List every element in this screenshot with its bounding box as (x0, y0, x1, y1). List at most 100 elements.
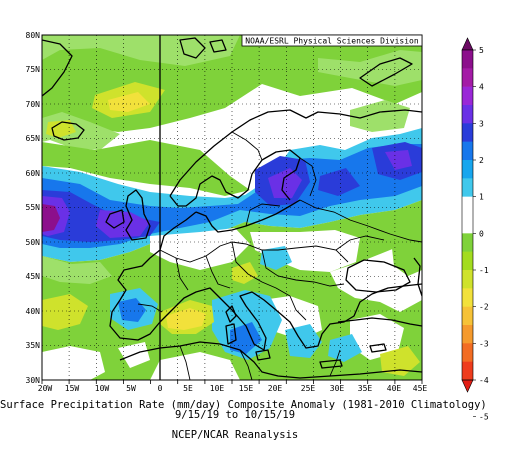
lon-label: 5E (183, 384, 193, 393)
colorbar-segment (462, 343, 473, 362)
lat-label: 30N (26, 376, 41, 385)
lon-label: 20E (268, 384, 283, 393)
lat-label: 60N (26, 169, 41, 178)
lon-label: 35E (358, 384, 373, 393)
colorbar-label: 3 (479, 119, 484, 128)
scandinavia-north-coast (169, 109, 422, 197)
colorbar-label: 0 (479, 229, 484, 238)
lat-label: 70N (26, 100, 41, 109)
colorbar-segment (462, 68, 473, 87)
border-baltics (245, 203, 281, 227)
region-blue-italy (230, 322, 262, 354)
border-spain-portugal (137, 303, 163, 313)
corsica-outline (225, 305, 237, 323)
lat-label: 45N (26, 272, 41, 281)
region-green-atlantic (42, 140, 250, 196)
colorbar-label: 5 (479, 46, 484, 55)
north-africa-coast (119, 341, 422, 379)
baltic-south-coast (195, 199, 301, 233)
lon-label: 25E (301, 384, 316, 393)
axis-ticks (41, 380, 423, 384)
colorbar-label: 2 (479, 156, 484, 165)
lon-label: 20W (38, 384, 53, 393)
colorbar-segment (462, 215, 473, 234)
border-austria-hungary (231, 241, 291, 297)
region-green-arctic (42, 35, 240, 66)
sardinia-outline (225, 323, 237, 345)
region-light-blue-carpathian (260, 246, 292, 270)
region-green-light-biscay (42, 256, 112, 284)
region-light-blue-greece (285, 324, 322, 358)
caption-source: NCEP/NCAR Reanalysis (171, 429, 299, 441)
border-france-germany (175, 257, 189, 291)
colorbar-label: -4 (479, 376, 489, 385)
lat-label: 75N (26, 65, 41, 74)
lon-label: 45E (413, 384, 428, 393)
caspian-outline (413, 257, 422, 297)
credit-label: NOAA/ESRL Physical Sciences Division (245, 37, 419, 46)
iceland-outline (51, 121, 85, 141)
region-white-finland (300, 98, 345, 138)
lat-label: 50N (26, 238, 41, 247)
colorbar-label: -5 (479, 413, 489, 422)
colorbar-label: 4 (479, 83, 484, 92)
region-dark-blue-west-russia (318, 168, 360, 196)
sicily-outline (255, 349, 271, 361)
region-purple-atlantic (42, 204, 60, 232)
colorbar-top-arrow (461, 37, 474, 51)
coastlines (42, 37, 422, 379)
region-violet-baltic (268, 168, 302, 198)
lon-label: 15E (239, 384, 254, 393)
scandinavia-south-coast (169, 149, 301, 207)
region-yellow-green-levant (380, 346, 420, 376)
border-balkans (289, 295, 307, 321)
colorbar-label: -1 (479, 266, 489, 275)
colorbar-segment (462, 123, 473, 142)
colorbar-segment (462, 270, 473, 289)
lat-label: 80N (26, 31, 41, 40)
colorbar-bottom-arrow (461, 379, 474, 393)
border-ukraine-romania (261, 249, 345, 287)
region-white-turkey (350, 314, 404, 360)
region-yellow-green-azores (42, 294, 88, 330)
colorbar-label: -2 (479, 303, 489, 312)
region-violet-russia (385, 150, 412, 170)
credit-box (241, 34, 423, 47)
lon-label: 10W (95, 384, 110, 393)
colorbar-segment (462, 233, 473, 252)
border-central-east (159, 241, 349, 263)
ireland-outline (105, 209, 125, 229)
lat-label: 65N (26, 134, 41, 143)
border-alps (205, 255, 231, 289)
cyprus-outline (369, 343, 387, 353)
lon-label: 0 (158, 384, 163, 393)
colorbar-frame (461, 49, 474, 381)
turkey-coast (337, 317, 422, 327)
caption-title: Surface Precipitation Rate (mm/day) Comp… (0, 399, 487, 411)
lon-label: 40E (387, 384, 402, 393)
lon-label: 5W (126, 384, 136, 393)
region-yellow-green-alps (232, 262, 258, 284)
colorbar-segment (462, 306, 473, 326)
region-violet-britain (96, 210, 150, 238)
region-white-central-europe (150, 228, 250, 270)
border-norway-sweden (231, 131, 263, 161)
lon-label: 10E (210, 384, 225, 393)
caption-dates: 9/15/19 to 10/15/19 (174, 409, 296, 421)
border-russia-west (299, 199, 422, 243)
region-yellow-balearic (166, 308, 206, 330)
lat-label: 40N (26, 307, 41, 316)
region-white-canaries (42, 346, 105, 380)
region-white-north-africa (150, 352, 240, 380)
country-borders (137, 131, 422, 380)
colorbar-segment (462, 251, 473, 271)
region-white-east-europe (250, 230, 360, 272)
lon-label: 15W (65, 384, 80, 393)
longitude-labels: 20W 15W 10W 5W 0 5E 10E 15E 20E 25E 30E … (38, 384, 428, 393)
svalbard-east-outline (209, 39, 227, 53)
border-egypt-libya (329, 349, 341, 377)
crete-outline (319, 359, 343, 369)
border-tunisia-libya (239, 349, 253, 380)
lat-label: 35N (26, 341, 41, 350)
region-yellow-norwegian (108, 92, 150, 112)
